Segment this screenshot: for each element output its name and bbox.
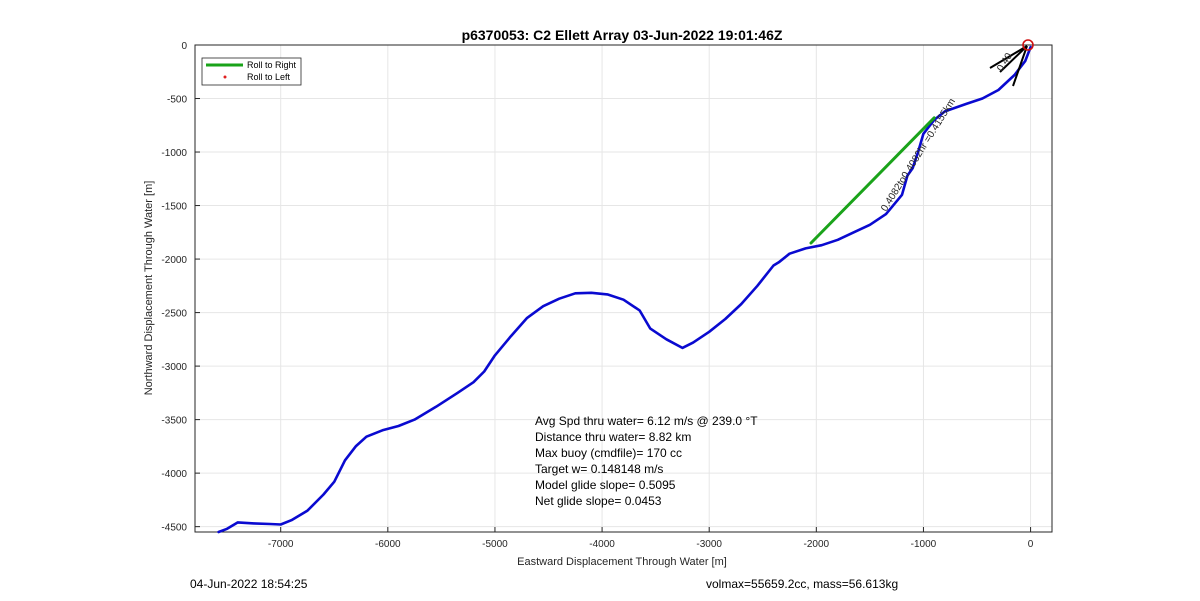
y-tick-label: -3000: [161, 362, 187, 373]
y-tick-label: -4000: [161, 469, 187, 480]
heading-arrow-1: [989, 45, 1028, 69]
y-tick-label: -500: [167, 95, 187, 106]
x-tick-label: 0: [1028, 539, 1034, 550]
stat-net-glide: Net glide slope= 0.0453: [535, 494, 662, 508]
x-axis-label: Eastward Displacement Through Water [m]: [517, 556, 727, 568]
y-axis-ticks: 0 -500 -1000 -1500 -2000 -2500 -3000 -3500 -4000…: [161, 41, 200, 534]
y-tick-label: -3500: [161, 416, 187, 427]
axes-box: [194, 44, 1053, 533]
legend-roll-left-swatch: [223, 75, 227, 79]
origin-circle-marker: [1022, 39, 1034, 51]
y-tick-label: -2500: [161, 309, 187, 320]
x-tick-label: -6000: [375, 539, 401, 550]
legend-roll-left-label: Roll to Left: [247, 72, 291, 82]
y-axis-label: Northward Displacement Through Water [m]: [143, 181, 155, 396]
y-tick-label: -1000: [161, 148, 187, 159]
x-tick-label: -1000: [911, 539, 937, 550]
footer-vol-mass: volmax=55659.2cc, mass=56.613kg: [706, 577, 898, 591]
x-tick-label: -2000: [804, 539, 830, 550]
stat-max-buoy: Max buoy (cmdfile)= 170 cc: [535, 446, 682, 460]
legend: Roll to Right Roll to Left: [201, 57, 302, 86]
x-tick-label: -5000: [482, 539, 508, 550]
x-tick-label: -7000: [268, 539, 294, 550]
legend-box: [201, 57, 302, 86]
stats-annotation: Avg Spd thru water= 6.12 m/s @ 239.0 °T …: [535, 414, 758, 508]
heading-arrow-2: [1012, 45, 1028, 87]
legend-roll-right-label: Roll to Right: [247, 60, 297, 70]
x-axis-ticks: -7000 -6000 -5000 -4000 -3000 -2000 -1000 0: [268, 527, 1034, 550]
y-tick-label: -4500: [161, 523, 187, 534]
stat-target-w: Target w= 0.148148 m/s: [535, 462, 663, 476]
x-tick-label: -4000: [589, 539, 615, 550]
y-tick-label: 0: [181, 41, 187, 52]
data-series: [217, 45, 1032, 534]
x-tick-label: -3000: [696, 539, 722, 550]
chart-title: p6370053: C2 Ellett Array 03-Jun-2022 19…: [462, 27, 783, 43]
grid-lines: [195, 44, 1052, 532]
y-tick-label: -2000: [161, 255, 187, 266]
footer-timestamp: 04-Jun-2022 18:54:25: [190, 577, 308, 591]
stat-model-glide: Model glide slope= 0.5095: [535, 478, 676, 492]
heading-arrow-3: [999, 45, 1028, 73]
origin-marker-group: [989, 39, 1034, 87]
stat-distance: Distance thru water= 8.82 km: [535, 430, 691, 444]
roll-right-segment: [809, 116, 936, 245]
segment-distance-label: 0.4082to0.4082hr =0.4155km: [879, 97, 958, 214]
y-tick-label: -1500: [161, 202, 187, 213]
trajectory-line: [217, 45, 1032, 534]
stat-avg-speed: Avg Spd thru water= 6.12 m/s @ 239.0 °T: [535, 414, 758, 428]
